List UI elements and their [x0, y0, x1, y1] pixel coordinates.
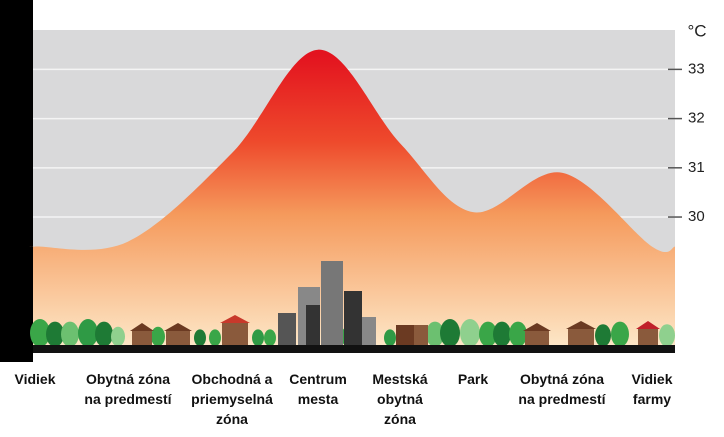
- y-tick-label: 31: [688, 159, 705, 176]
- tree: [46, 321, 64, 347]
- roof: [220, 315, 250, 323]
- y-tick-label: 30: [688, 208, 705, 225]
- city-silhouette: [30, 261, 675, 347]
- tree: [460, 319, 480, 347]
- house: [132, 331, 152, 345]
- house: [222, 323, 248, 345]
- tree: [151, 326, 165, 347]
- tree: [493, 321, 511, 347]
- tree: [509, 321, 527, 347]
- x-tick-label: Vidiek: [15, 371, 56, 387]
- unit-label: °C: [687, 21, 706, 40]
- tree: [194, 329, 206, 347]
- tree: [479, 321, 497, 347]
- house: [166, 331, 190, 345]
- building: [344, 291, 362, 345]
- house: [525, 331, 549, 345]
- tree: [440, 319, 460, 347]
- x-tick-label: Centrum mesta: [289, 371, 347, 407]
- roof: [636, 321, 660, 329]
- roof: [523, 323, 551, 331]
- tree: [264, 329, 276, 347]
- building: [414, 325, 428, 345]
- building: [278, 313, 296, 345]
- tree: [61, 321, 79, 347]
- tree: [426, 321, 444, 347]
- temperature-area: [27, 49, 676, 346]
- y-tick-label: 32: [688, 110, 705, 127]
- house: [638, 329, 658, 345]
- roof: [566, 321, 596, 329]
- house: [568, 329, 594, 345]
- building: [321, 261, 343, 345]
- roof: [164, 323, 192, 331]
- tree: [95, 321, 113, 347]
- x-tick-label: Mestská obytná zóna: [372, 371, 427, 427]
- tree: [595, 324, 611, 347]
- ground: [33, 345, 675, 353]
- x-tick-label: Obytná zóna na predmestí: [518, 371, 606, 407]
- x-tick-label: Obchodná a priemyselná zóna: [191, 371, 273, 427]
- building: [362, 317, 376, 345]
- tree: [384, 329, 396, 347]
- x-tick-label: Obytná zóna na predmestí: [84, 371, 172, 407]
- tree: [252, 329, 264, 347]
- building: [396, 325, 414, 345]
- tree: [111, 326, 125, 347]
- tree: [209, 329, 221, 347]
- x-tick-label: Park: [458, 371, 489, 387]
- y-tick-label: 33: [688, 60, 705, 77]
- tree: [659, 324, 675, 347]
- building: [306, 305, 320, 345]
- tree: [611, 321, 629, 347]
- tree: [78, 319, 98, 347]
- x-tick-label: Vidiek farmy: [632, 371, 673, 407]
- tree: [30, 319, 50, 347]
- roof: [130, 323, 154, 331]
- left-strip: [0, 0, 33, 362]
